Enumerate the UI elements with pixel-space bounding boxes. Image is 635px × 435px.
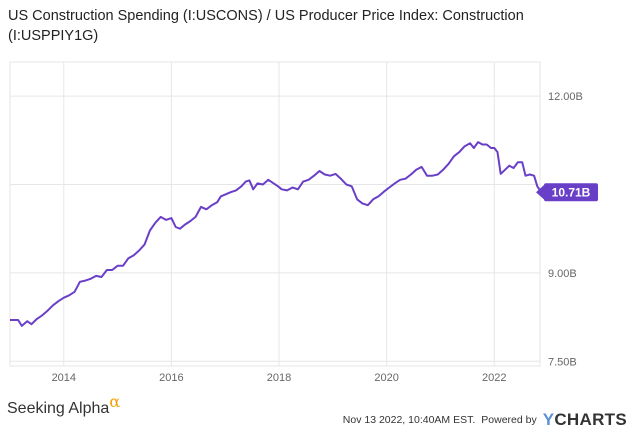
x-tick-label: 2020 — [374, 372, 398, 384]
series-line — [10, 141, 541, 327]
last-value-label: 10.71B — [552, 186, 591, 200]
powered-by-label: Powered by — [481, 414, 537, 426]
x-tick-label: 2018 — [267, 372, 291, 384]
ycharts-logo-y: Y — [542, 410, 555, 429]
timestamp: Nov 13 2022, 10:40AM EST. — [342, 414, 476, 426]
footer-attribution: Nov 13 2022, 10:40AM EST. Powered by YCH… — [343, 410, 627, 430]
y-tick-label: 12.00B — [548, 91, 583, 103]
x-tick-label: 2014 — [52, 372, 76, 384]
ycharts-logo[interactable]: YCHARTS — [543, 410, 627, 430]
brand-name: Seeking Alpha — [7, 400, 110, 417]
last-value-pointer — [536, 183, 546, 202]
alpha-symbol: α — [109, 392, 121, 411]
plot-frame — [9, 61, 541, 367]
last-value-badge — [544, 183, 598, 202]
x-tick-label: 2022 — [482, 372, 506, 384]
x-tick-label: 2016 — [159, 372, 183, 384]
chart-title: US Construction Spending (I:USCONS) / US… — [8, 8, 524, 44]
seeking-alpha-logo[interactable]: Seeking Alphaα — [7, 392, 120, 418]
y-tick-label: 9.00B — [548, 268, 577, 280]
ycharts-logo-rest: CHARTS — [554, 410, 627, 429]
y-tick-label: 7.50B — [548, 356, 577, 368]
